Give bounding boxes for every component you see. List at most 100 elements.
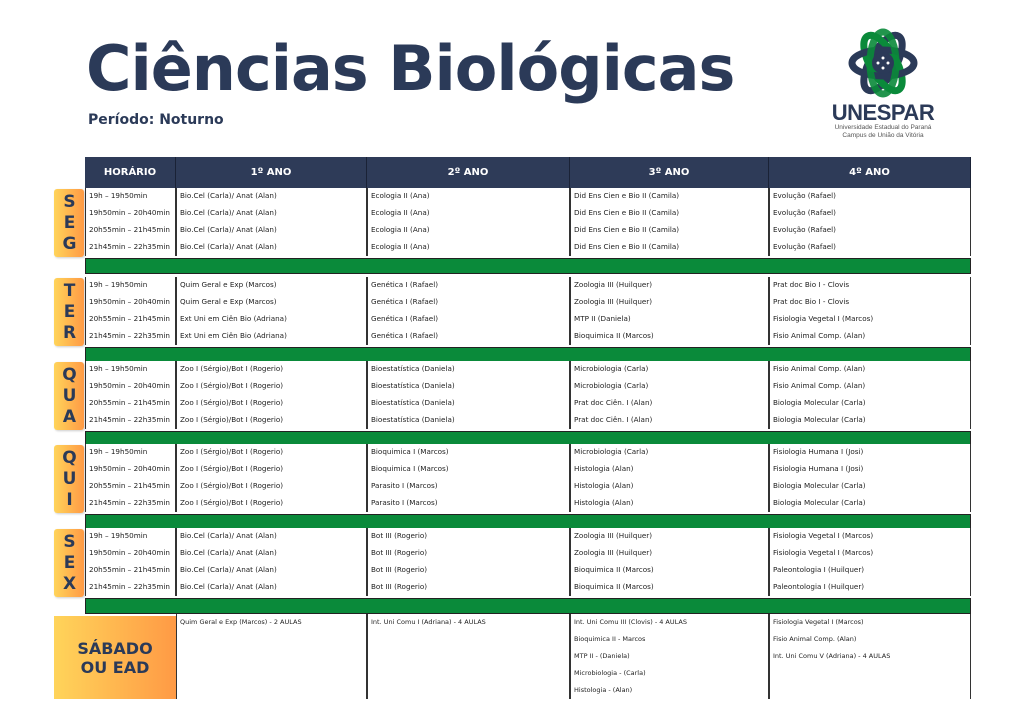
day-badge-ter: TER — [54, 278, 84, 346]
table-cell: Quim Geral e Exp (Marcos) - 2 AULAS — [176, 614, 367, 631]
table-row: 19h – 19h50min Zoo I (Sérgio)/Bot I (Roge… — [85, 361, 971, 378]
day-label: SEG — [59, 191, 80, 255]
table-cell: 19h50min – 20h40min — [85, 545, 176, 562]
table-cell: Fisiologia Humana I (Josi) — [769, 444, 971, 461]
table-row: 19h50min – 20h40min Quim Geral e Exp (Mar… — [85, 294, 971, 311]
logo-line2: Campus de União da Vitória — [842, 131, 924, 139]
table-cell: Fisio Animal Comp. (Alan) — [769, 328, 971, 345]
table-cell: Zoo I (Sérgio)/Bot I (Rogerio) — [176, 378, 367, 395]
table-cell: Biologia Molecular (Carla) — [769, 412, 971, 429]
table-cell: Did Ens Cien e Bio II (Camila) — [570, 239, 769, 256]
table-cell: Zoo I (Sérgio)/Bot I (Rogerio) — [176, 361, 367, 378]
table-cell: Zoo I (Sérgio)/Bot I (Rogerio) — [176, 444, 367, 461]
table-cell — [176, 665, 367, 682]
table-cell: 19h50min – 20h40min — [85, 205, 176, 222]
table-cell: Fisio Animal Comp. (Alan) — [769, 378, 971, 395]
table-row: 19h50min – 20h40min Zoo I (Sérgio)/Bot I … — [85, 461, 971, 478]
table-cell: 21h45min – 22h35min — [85, 412, 176, 429]
day-badge-qui: QUI — [54, 445, 84, 513]
table-cell: Evolução (Rafael) — [769, 222, 971, 239]
table-cell: Bio.Cel (Carla)/ Anat (Alan) — [176, 188, 367, 205]
table-cell: Int. Uni Comu III (Clovis) - 4 AULAS — [570, 614, 769, 631]
table-cell: Bioquimica II (Marcos) — [570, 328, 769, 345]
table-cell — [176, 631, 367, 648]
table-cell — [367, 665, 570, 682]
table-cell: Bio.Cel (Carla)/ Anat (Alan) — [176, 239, 367, 256]
table-cell: Int. Uni Comu I (Adriana) - 4 AULAS — [367, 614, 570, 631]
table-row: 19h50min – 20h40min Bio.Cel (Carla)/ Anat… — [85, 545, 971, 562]
table-row: 19h50min – 20h40min Bio.Cel (Carla)/ Anat… — [85, 205, 971, 222]
table-cell: Fisiologia Vegetal I (Marcos) — [769, 545, 971, 562]
table-cell: 19h50min – 20h40min — [85, 461, 176, 478]
table-cell: Bio.Cel (Carla)/ Anat (Alan) — [176, 528, 367, 545]
table-cell: Histologia (Alan) — [570, 495, 769, 512]
table-row: Bioquimica II - Marcos Fisio Animal Comp.… — [85, 631, 971, 648]
table-cell: Bio.Cel (Carla)/ Anat (Alan) — [176, 562, 367, 579]
table-cell: Did Ens Cien e Bio II (Camila) — [570, 222, 769, 239]
table-cell: Evolução (Rafael) — [769, 239, 971, 256]
table-cell: Fisiologia Vegetal I (Marcos) — [769, 311, 971, 328]
table-cell — [769, 682, 971, 699]
table-cell: 19h – 19h50min — [85, 361, 176, 378]
table-cell: Fisio Animal Comp. (Alan) — [769, 361, 971, 378]
table-cell: Prat doc Ciên. I (Alan) — [570, 395, 769, 412]
table-row: Quim Geral e Exp (Marcos) - 2 AULAS Int. … — [85, 614, 971, 631]
day-badge-qua: QUA — [54, 362, 84, 430]
unespar-logo: UNESPAR Universidade Estadual do Paraná … — [828, 28, 938, 140]
table-cell: Ext Uni em Ciên Bio (Adriana) — [176, 328, 367, 345]
table-cell — [367, 631, 570, 648]
table-cell: Prat doc Ciên. I (Alan) — [570, 412, 769, 429]
day-label: SEX — [59, 531, 80, 595]
day-label: QUI — [59, 447, 80, 511]
table-cell — [176, 682, 367, 699]
table-cell: Parasito I (Marcos) — [367, 495, 570, 512]
table-cell: Bio.Cel (Carla)/ Anat (Alan) — [176, 222, 367, 239]
table-cell: 19h – 19h50min — [85, 188, 176, 205]
table-cell: Microbiologia (Carla) — [570, 444, 769, 461]
table-cell: 20h55min – 21h45min — [85, 478, 176, 495]
table-row: 21h45min – 22h35min Bio.Cel (Carla)/ Anat… — [85, 579, 971, 596]
table-cell: Bot III (Rogerio) — [367, 579, 570, 596]
table-cell: Ecologia II (Ana) — [367, 222, 570, 239]
saturday-badge: SÁBADO OU EAD — [54, 616, 176, 699]
table-cell: 21h45min – 22h35min — [85, 579, 176, 596]
table-cell: Quim Geral e Exp (Marcos) — [176, 277, 367, 294]
table-cell: Biologia Molecular (Carla) — [769, 495, 971, 512]
table-row: 19h – 19h50min Bio.Cel (Carla)/ Anat (Ala… — [85, 188, 971, 205]
table-cell: 19h50min – 20h40min — [85, 294, 176, 311]
table-cell: Ecologia II (Ana) — [367, 205, 570, 222]
table-row: 19h50min – 20h40min Zoo I (Sérgio)/Bot I … — [85, 378, 971, 395]
table-cell: Bioestatística (Daniela) — [367, 378, 570, 395]
table-cell: Evolução (Rafael) — [769, 188, 971, 205]
table-cell: Bio.Cel (Carla)/ Anat (Alan) — [176, 205, 367, 222]
table-cell — [367, 648, 570, 665]
table-cell: Zoo I (Sérgio)/Bot I (Rogerio) — [176, 478, 367, 495]
table-cell: Bot III (Rogerio) — [367, 545, 570, 562]
table-row: 20h55min – 21h45min Zoo I (Sérgio)/Bot I … — [85, 395, 971, 412]
day-label: QUA — [59, 364, 80, 428]
day-badge-sex: SEX — [54, 529, 84, 597]
table-cell: Fisiologia Vegetal I (Marcos) — [769, 614, 971, 631]
table-cell: Ecologia II (Ana) — [367, 239, 570, 256]
column-header: 1º ANO — [176, 157, 367, 188]
table-cell: Fisiologia Vegetal I (Marcos) — [769, 528, 971, 545]
table-cell: Genética I (Rafael) — [367, 277, 570, 294]
table-cell: Ecologia II (Ana) — [367, 188, 570, 205]
table-row: 21h45min – 22h35min Bio.Cel (Carla)/ Anat… — [85, 239, 971, 256]
table-cell: Paleontologia I (Huilquer) — [769, 579, 971, 596]
table-cell: Bot III (Rogerio) — [367, 562, 570, 579]
table-cell: 20h55min – 21h45min — [85, 222, 176, 239]
table-row: 21h45min – 22h35min Zoo I (Sérgio)/Bot I … — [85, 495, 971, 512]
page-subtitle: Período: Noturno — [88, 112, 224, 128]
table-cell: Did Ens Cien e Bio II (Camila) — [570, 188, 769, 205]
table-row: 21h45min – 22h35min Ext Uni em Ciên Bio (… — [85, 328, 971, 345]
table-cell: Prat doc Bio I - Clovis — [769, 294, 971, 311]
table-cell: Zoologia III (Huilquer) — [570, 294, 769, 311]
page-title: Ciências Biológicas — [86, 32, 735, 105]
table-cell: Fisio Animal Comp. (Alan) — [769, 631, 971, 648]
table-cell: Bioquimica I (Marcos) — [367, 444, 570, 461]
table-cell — [176, 648, 367, 665]
saturday-label-line2: OU EAD — [80, 657, 150, 677]
table-cell: Genética I (Rafael) — [367, 328, 570, 345]
table-cell: 21h45min – 22h35min — [85, 495, 176, 512]
